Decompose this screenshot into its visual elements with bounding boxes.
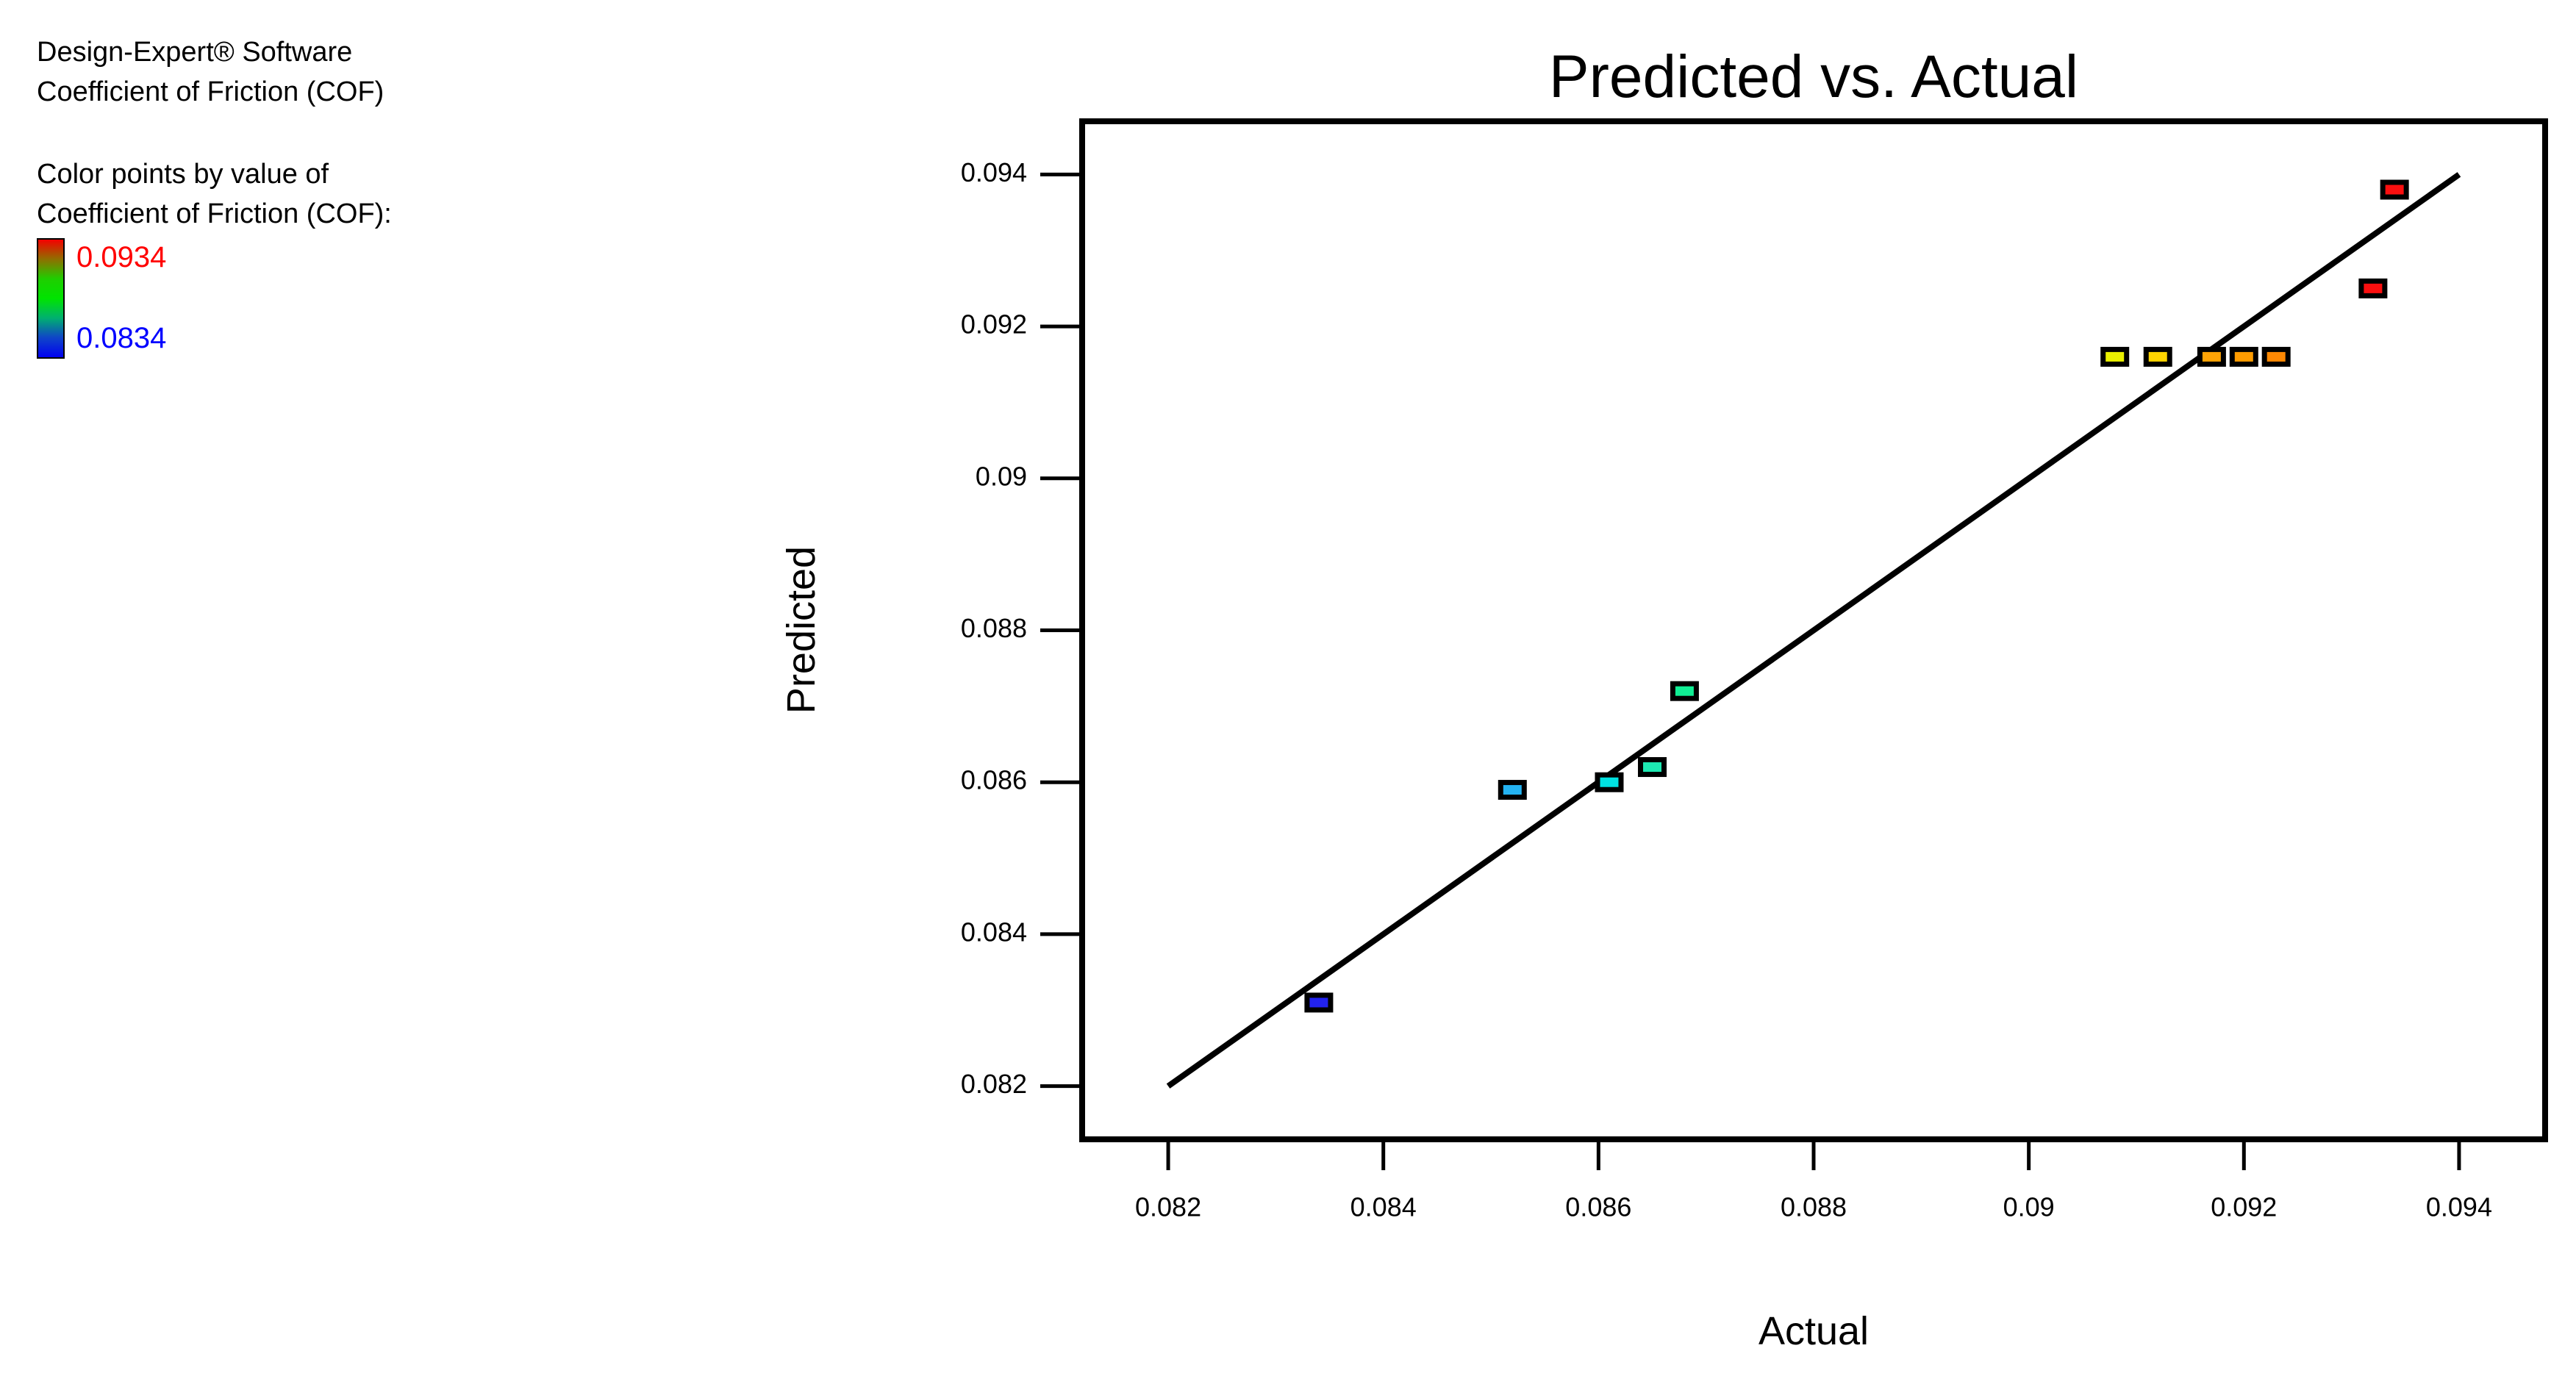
data-point <box>2261 346 2291 367</box>
color-scale-gradient-bar <box>37 238 65 359</box>
software-title: Design-Expert® Software <box>37 37 353 68</box>
color-scale-max-value: 0.0934 <box>76 241 167 273</box>
x-tick-label: 0.092 <box>2211 1192 2277 1222</box>
color-legend: 0.0934 0.0834 <box>37 238 392 359</box>
data-point <box>2229 346 2258 367</box>
chart-title: Predicted vs. Actual <box>1548 43 2079 110</box>
x-tick-label: 0.082 <box>1135 1192 1201 1222</box>
data-point <box>2197 346 2226 367</box>
legend-caption-line1: Color points by value of <box>37 159 329 190</box>
data-point <box>2380 179 2409 200</box>
color-scale-values: 0.0934 0.0834 <box>76 238 166 359</box>
response-name: Coefficient of Friction (COF) <box>37 76 384 107</box>
x-tick-label: 0.09 <box>2003 1192 2055 1222</box>
x-tick-label: 0.094 <box>2426 1192 2492 1222</box>
x-axis-title: Actual <box>1758 1309 1870 1353</box>
legend-caption-line2: Coefficient of Friction (COF): <box>37 198 392 229</box>
data-point <box>2100 346 2130 367</box>
y-tick-label: 0.092 <box>961 309 1027 340</box>
reference-line <box>1166 172 2461 1089</box>
data-point <box>1595 772 1624 792</box>
x-tick-label: 0.088 <box>1781 1192 1847 1222</box>
y-tick-label: 0.088 <box>961 613 1027 643</box>
data-point <box>1670 681 1699 701</box>
y-tick-label: 0.094 <box>961 157 1027 187</box>
data-point <box>2143 346 2172 367</box>
x-tick-label: 0.086 <box>1565 1192 1631 1222</box>
data-point <box>1304 992 1334 1013</box>
data-point <box>2358 278 2388 298</box>
y-tick-label: 0.084 <box>961 917 1027 947</box>
data-point <box>1498 780 1527 800</box>
data-point <box>1638 757 1667 778</box>
y-tick-label: 0.086 <box>961 765 1027 795</box>
color-scale-min-value: 0.0834 <box>76 322 167 354</box>
y-tick-label: 0.09 <box>976 461 1027 491</box>
x-tick-label: 0.084 <box>1350 1192 1417 1222</box>
info-panel: Design-Expert® Software Coefficient of F… <box>37 32 392 359</box>
y-tick-label: 0.082 <box>961 1069 1027 1099</box>
